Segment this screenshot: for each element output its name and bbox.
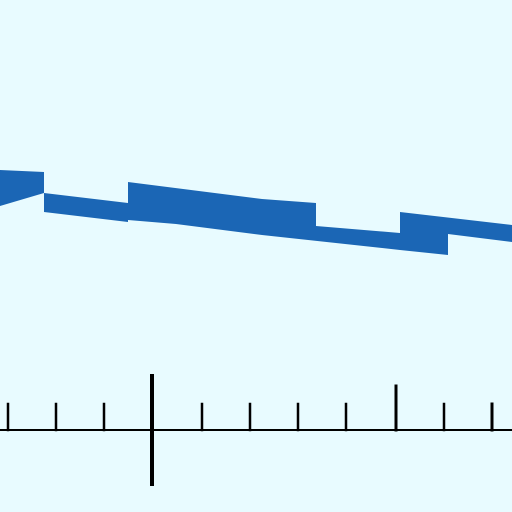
- ribbon-segment-5: [400, 212, 512, 255]
- ribbon-segment-2: [44, 193, 128, 222]
- ruler: [0, 374, 512, 486]
- ribbon-segment-1: [0, 170, 44, 206]
- ribbon-segment-3: [128, 182, 262, 235]
- ribbon: [0, 170, 512, 255]
- ribbon-segment-4: [262, 199, 400, 250]
